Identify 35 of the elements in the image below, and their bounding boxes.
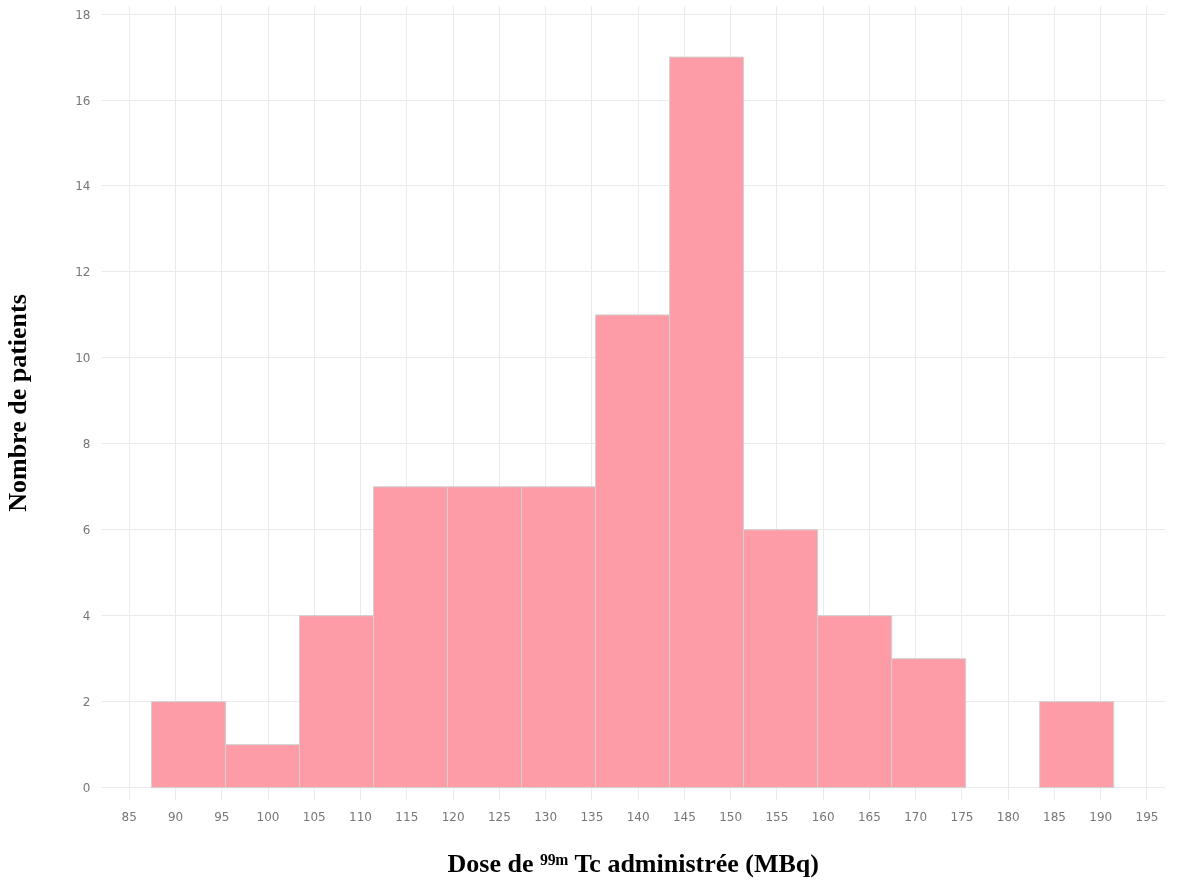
- x-tick-label: 160: [811, 809, 835, 824]
- x-tick-label: 100: [256, 809, 280, 824]
- x-tick-label: 95: [214, 809, 230, 824]
- x-tick-label: 155: [765, 809, 789, 824]
- x-tick-label: 85: [121, 809, 137, 824]
- x-tick-label: 185: [1043, 809, 1066, 824]
- x-tick-label: 135: [580, 809, 604, 824]
- y-tick-label: 14: [75, 179, 91, 194]
- x-axis-title: Dose de ⁹⁹ᵐ Tc administrée (MBq): [447, 848, 819, 878]
- x-tick-label: 145: [672, 809, 696, 824]
- x-tick-label: 170: [904, 809, 928, 824]
- x-tick-label: 180: [996, 809, 1020, 824]
- y-tick-label: 18: [75, 7, 91, 22]
- x-tick-label: 165: [857, 809, 881, 824]
- x-tick-label: 120: [441, 809, 465, 824]
- y-tick-label: 12: [75, 265, 91, 280]
- y-tick-label: 16: [75, 93, 91, 108]
- x-tick-label: 195: [1135, 809, 1159, 824]
- x-tick-label: 110: [349, 809, 373, 824]
- x-tick-label: 115: [395, 809, 419, 824]
- y-tick-label: 0: [82, 781, 91, 796]
- x-tick-label: 125: [487, 809, 511, 824]
- y-tick-label: 6: [82, 523, 91, 538]
- x-tick-label: 190: [1089, 809, 1113, 824]
- y-tick-label: 4: [82, 609, 91, 624]
- x-tick-label: 105: [302, 809, 326, 824]
- x-tick-label: 130: [534, 809, 558, 824]
- y-tick-label: 8: [82, 437, 91, 452]
- x-tick-label: 140: [626, 809, 650, 824]
- x-tick-label: 175: [950, 809, 974, 824]
- x-tick-label: 150: [719, 809, 743, 824]
- y-tick-label: 2: [82, 695, 91, 710]
- x-tick-label: 90: [167, 809, 184, 824]
- y-axis-title: Nombre de patients: [3, 294, 33, 512]
- y-tick-label: 10: [75, 351, 91, 366]
